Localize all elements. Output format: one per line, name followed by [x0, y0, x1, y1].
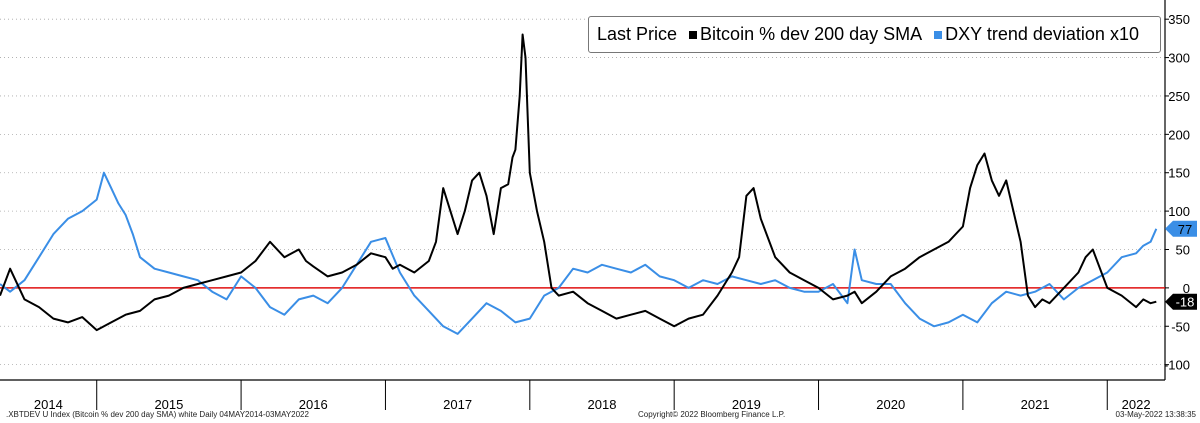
x-tick-label: 2014 [34, 397, 63, 412]
chart-legend: Last Price Bitcoin % dev 200 day SMA DXY… [588, 16, 1161, 53]
x-tick-label: 2018 [588, 397, 617, 412]
y-tick-label: 300 [1168, 51, 1190, 66]
x-tick-label: 2016 [299, 397, 328, 412]
y-tick-label: 50 [1176, 242, 1190, 257]
gridlines [0, 18, 1165, 366]
x-axis-ticks: 2014 2015 2016 2017 2018 2019 2020 2021 2022 [34, 397, 1151, 412]
x-tick-label: 2021 [1021, 397, 1050, 412]
footer-timestamp: 03-May-2022 13:38:35 [1115, 410, 1197, 419]
legend-title: Last Price [597, 24, 678, 44]
series-layer [0, 33, 1158, 335]
last-value-badges: -18 77 [1165, 220, 1197, 310]
x-tick-label: 2015 [154, 397, 183, 412]
x-tick-label: 2020 [876, 397, 905, 412]
y-tick-label: -100 [1164, 358, 1190, 373]
y-tick-label: 100 [1168, 204, 1190, 219]
x-tick-label: 2017 [443, 397, 472, 412]
footer-copyright: Copyright© 2022 Bloomberg Finance L.P. [638, 410, 786, 419]
series-line-bitcoin [0, 33, 1157, 332]
legend-swatch-dxy [934, 30, 943, 39]
last-value-badge-dxy: 77 [1165, 220, 1197, 237]
series-line-dxy [0, 171, 1158, 335]
y-tick-label: -50 [1171, 319, 1190, 334]
legend-label-bitcoin: Bitcoin % dev 200 day SMA [700, 24, 923, 44]
last-value-label: -18 [1176, 295, 1195, 310]
y-tick-label: 250 [1168, 89, 1190, 104]
y-axis-ticks: 350 300 250 200 150 100 50 0 -50 -100 [1164, 12, 1190, 372]
footer-source: .XBTDEV U Index (Bitcoin % dev 200 day S… [6, 410, 309, 419]
last-value-badge-bitcoin: -18 [1165, 293, 1197, 310]
y-tick-label: 350 [1168, 12, 1190, 27]
y-tick-label: 200 [1168, 127, 1190, 142]
last-value-label: 77 [1178, 222, 1192, 237]
x-tick-label: 2019 [732, 397, 761, 412]
legend-label-dxy: DXY trend deviation x10 [945, 24, 1139, 44]
x-axis-dividers [96, 380, 1108, 410]
y-tick-label: 0 [1183, 281, 1190, 296]
legend-swatch-bitcoin [689, 30, 698, 39]
x-tick-label: 2022 [1122, 397, 1151, 412]
y-tick-label: 150 [1168, 166, 1190, 181]
